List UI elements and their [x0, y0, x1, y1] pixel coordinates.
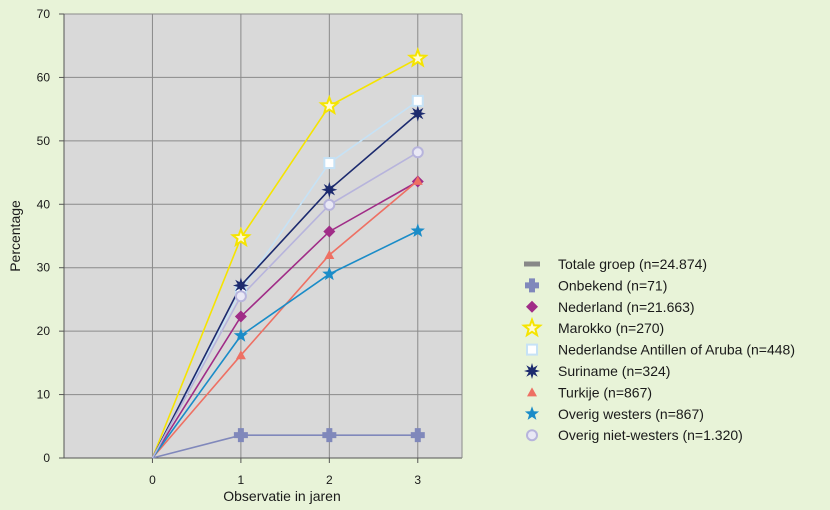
y-tick-label: 30: [37, 261, 51, 275]
series-markers: [230, 47, 429, 443]
y-tick-label: 0: [43, 451, 50, 465]
data-point-marker: [411, 146, 424, 159]
legend-marker: [527, 387, 537, 397]
legend-label: Nederlandse Antillen of Aruba (n=448): [558, 342, 795, 358]
data-point-marker: [324, 250, 335, 260]
series-line: [151, 57, 419, 459]
legend-label: Suriname (n=324): [558, 363, 670, 379]
legend-marker: [524, 261, 540, 267]
x-tick-label: 2: [326, 473, 333, 487]
legend-marker: [526, 343, 538, 356]
data-point-marker: [410, 223, 425, 237]
y-tick-label: 40: [37, 197, 51, 211]
series-line: [152, 434, 418, 459]
series-line: [151, 100, 419, 459]
data-point-marker: [323, 157, 336, 170]
y-tick-label: 20: [37, 324, 51, 338]
series-line: [151, 180, 419, 459]
legend-label: Turkije (n=867): [558, 384, 652, 400]
plot-area: [64, 14, 462, 458]
data-point-marker: [410, 428, 425, 443]
series-line: [151, 230, 419, 459]
x-tick-labels: 0 1 2 3: [149, 458, 421, 487]
y-tick-labels: 0 10 20 30 40 50 60 70: [37, 7, 64, 465]
legend-label: Overig westers (n=867): [558, 406, 704, 422]
data-point-marker: [323, 198, 336, 211]
x-tick-label: 0: [149, 473, 156, 487]
data-point-marker: [412, 175, 423, 185]
legend-label: Totale groep (n=24.874): [558, 256, 707, 272]
data-point-marker: [322, 266, 337, 281]
legend: Totale groep (n=24.874) Onbekend (n=71) Ne…: [521, 256, 795, 443]
legend-marker: [525, 278, 539, 293]
series-line: [151, 112, 419, 459]
x-tick-label: 3: [414, 473, 421, 487]
data-point-marker: [323, 225, 336, 238]
data-point-marker: [232, 277, 249, 294]
y-tick-label: 10: [37, 388, 51, 402]
y-axis-title: Percentage: [7, 200, 23, 272]
data-point-marker: [233, 428, 248, 443]
x-tick-label: 1: [238, 473, 245, 487]
legend-label: Onbekend (n=71): [558, 277, 667, 293]
axes: [63, 14, 463, 459]
data-point-marker: [234, 310, 247, 323]
data-point-marker: [409, 105, 426, 122]
data-point-marker: [235, 350, 246, 360]
legend-label: Overig niet-westers (n=1.320): [558, 427, 743, 443]
data-point-marker: [230, 226, 252, 248]
y-tick-label: 50: [37, 134, 51, 148]
legend-marker: [521, 316, 543, 338]
data-point-marker: [322, 428, 337, 443]
data-point-marker: [234, 290, 247, 303]
legend-label: Nederland (n=21.663): [558, 299, 695, 315]
series-lines: [151, 57, 419, 459]
y-tick-label: 70: [37, 7, 51, 21]
y-tick-label: 60: [37, 70, 51, 84]
data-point-marker: [406, 47, 429, 68]
legend-marker: [524, 406, 540, 420]
data-point-marker: [233, 328, 248, 342]
data-point-marker: [318, 94, 341, 116]
legend-marker: [524, 363, 540, 379]
data-point-marker: [411, 94, 424, 107]
data-point-marker: [321, 181, 338, 198]
legend-label: Marokko (n=270): [558, 320, 664, 336]
x-axis-title: Observatie in jaren: [223, 488, 341, 504]
series-line: [151, 151, 419, 459]
legend-marker: [526, 300, 538, 313]
legend-marker: [526, 429, 538, 442]
